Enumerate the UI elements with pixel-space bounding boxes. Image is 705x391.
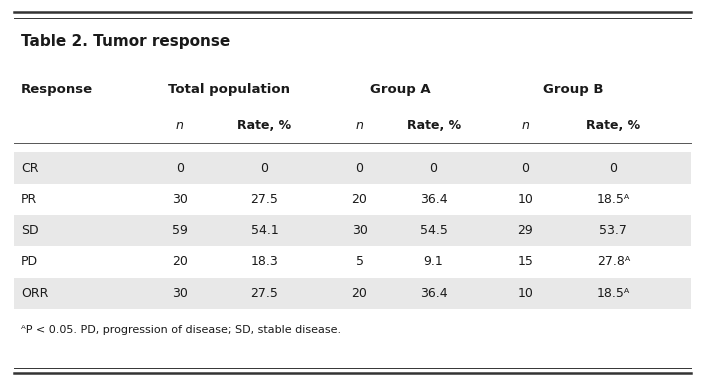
Text: 0: 0: [609, 161, 618, 175]
Text: 30: 30: [172, 287, 188, 300]
Text: 29: 29: [517, 224, 533, 237]
Text: 10: 10: [517, 193, 533, 206]
Text: 27.8ᴬ: 27.8ᴬ: [596, 255, 630, 269]
Text: 30: 30: [352, 224, 367, 237]
Text: 53.7: 53.7: [599, 224, 627, 237]
Text: CR: CR: [21, 161, 39, 175]
Text: 30: 30: [172, 193, 188, 206]
Text: 10: 10: [517, 287, 533, 300]
Text: Rate, %: Rate, %: [587, 118, 640, 132]
Text: Group B: Group B: [543, 83, 603, 97]
Text: Table 2. Tumor response: Table 2. Tumor response: [21, 34, 231, 48]
Text: 20: 20: [352, 193, 367, 206]
Text: Rate, %: Rate, %: [407, 118, 460, 132]
Text: 15: 15: [517, 255, 533, 269]
Text: PD: PD: [21, 255, 38, 269]
Text: 36.4: 36.4: [419, 193, 448, 206]
Text: ᴬP < 0.05. PD, progression of disease; SD, stable disease.: ᴬP < 0.05. PD, progression of disease; S…: [21, 325, 341, 335]
Text: 20: 20: [352, 287, 367, 300]
Text: 27.5: 27.5: [250, 287, 278, 300]
Text: 5: 5: [355, 255, 364, 269]
Text: Response: Response: [21, 83, 93, 97]
Text: 0: 0: [355, 161, 364, 175]
Text: 59: 59: [172, 224, 188, 237]
Text: 18.5ᴬ: 18.5ᴬ: [596, 287, 630, 300]
Text: 0: 0: [260, 161, 269, 175]
Text: Total population: Total population: [168, 83, 290, 97]
FancyBboxPatch shape: [14, 278, 691, 309]
Text: ORR: ORR: [21, 287, 49, 300]
FancyBboxPatch shape: [14, 152, 691, 184]
Text: 0: 0: [521, 161, 529, 175]
Text: 18.5ᴬ: 18.5ᴬ: [596, 193, 630, 206]
Text: 27.5: 27.5: [250, 193, 278, 206]
Text: SD: SD: [21, 224, 39, 237]
Text: Group A: Group A: [370, 83, 430, 97]
Text: n: n: [521, 118, 529, 132]
Text: 0: 0: [429, 161, 438, 175]
Text: 54.5: 54.5: [419, 224, 448, 237]
Text: 18.3: 18.3: [250, 255, 278, 269]
Text: 20: 20: [172, 255, 188, 269]
FancyBboxPatch shape: [14, 215, 691, 246]
Text: 36.4: 36.4: [419, 287, 448, 300]
Text: 54.1: 54.1: [250, 224, 278, 237]
Text: 9.1: 9.1: [424, 255, 443, 269]
Text: PR: PR: [21, 193, 37, 206]
Text: Rate, %: Rate, %: [238, 118, 291, 132]
Text: 0: 0: [176, 161, 184, 175]
Text: n: n: [355, 118, 364, 132]
Text: n: n: [176, 118, 184, 132]
